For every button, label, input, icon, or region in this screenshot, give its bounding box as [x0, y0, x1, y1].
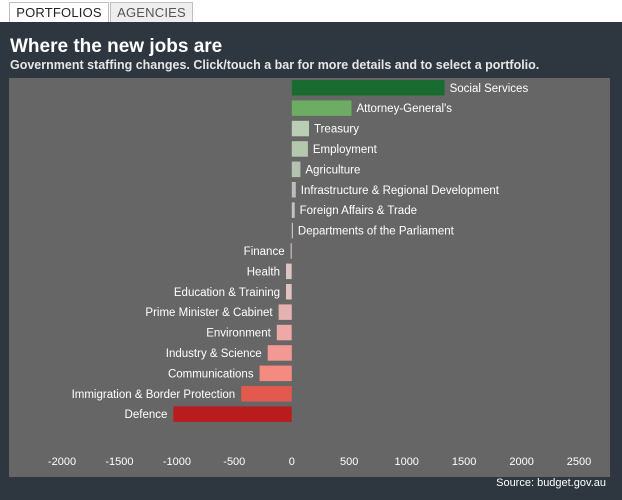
bar-agriculture[interactable]	[291, 161, 301, 178]
x-tick-label: -2000	[48, 456, 76, 468]
bar-label-social-services: Social Services	[450, 83, 529, 95]
x-tick-label: 0	[289, 456, 295, 468]
x-tick-label: 1000	[394, 456, 418, 468]
bar-label-prime-minister-cabinet: Prime Minister & Cabinet	[145, 307, 273, 319]
bar-employment[interactable]	[291, 141, 308, 157]
bar-label-immigration-border-protection: Immigration & Border Protection	[72, 389, 236, 401]
bar-communications[interactable]	[259, 365, 292, 382]
bar-immigration-border-protection[interactable]	[241, 386, 292, 402]
bar-label-employment: Employment	[313, 144, 378, 156]
x-tick-label: 2500	[567, 456, 591, 468]
x-tick-label: -1000	[163, 456, 191, 468]
bar-departments-of-the-parliament[interactable]	[291, 222, 293, 239]
chart-panel: Where the new jobs are Government staffi…	[0, 22, 622, 500]
bar-foreign-affairs-trade[interactable]	[291, 202, 295, 218]
source-note: Source: budget.gov.au	[496, 477, 606, 489]
bar-finance[interactable]	[290, 243, 292, 259]
bar-label-agriculture: Agriculture	[305, 164, 360, 176]
bar-label-education-training: Education & Training	[174, 287, 280, 299]
tab-portfolios[interactable]: PORTFOLIOS	[9, 2, 109, 22]
x-tick-label: -1500	[105, 456, 133, 468]
bar-label-treasury: Treasury	[314, 124, 359, 136]
bar-label-finance: Finance	[244, 246, 285, 258]
bar-infrastructure-regional-development[interactable]	[291, 182, 296, 198]
plot-area: Social Services Attorney-General's Treasur…	[9, 78, 610, 477]
bar-attorney-general-s[interactable]	[291, 100, 352, 116]
x-tick-label: 2000	[509, 456, 533, 468]
bar-prime-minister-cabinet[interactable]	[278, 304, 292, 320]
bar-label-communications: Communications	[168, 368, 254, 380]
bar-label-departments-of-the-parliament: Departments of the Parliament	[298, 226, 455, 238]
bar-defence[interactable]	[173, 406, 292, 422]
bar-label-health: Health	[247, 266, 280, 278]
bar-treasury[interactable]	[291, 120, 309, 137]
bar-label-industry-science: Industry & Science	[166, 348, 262, 360]
bar-label-infrastructure-regional-development: Infrastructure & Regional Development	[301, 185, 500, 197]
tab-agencies[interactable]: AGENCIES	[110, 2, 193, 22]
bar-label-defence: Defence	[125, 409, 168, 421]
x-tick-label: 1500	[452, 456, 476, 468]
bar-label-attorney-general-s: Attorney-General's	[357, 103, 453, 115]
x-tick-label: 500	[340, 456, 358, 468]
bar-label-foreign-affairs-trade: Foreign Affairs & Trade	[300, 205, 417, 217]
bar-health[interactable]	[286, 263, 292, 280]
bar-environment[interactable]	[276, 324, 292, 341]
x-tick-label: -500	[223, 456, 245, 468]
bar-label-environment: Environment	[206, 328, 271, 340]
chart-subtitle: Government staffing changes. Click/touch…	[10, 58, 540, 72]
bar-chart: Social Services Attorney-General's Treasur…	[48, 80, 591, 468]
bar-social-services[interactable]	[291, 80, 445, 96]
bar-industry-science[interactable]	[267, 345, 292, 361]
chart-title: Where the new jobs are	[10, 36, 223, 57]
bar-education-training[interactable]	[286, 284, 292, 300]
tab-bar: PORTFOLIOS AGENCIES	[0, 0, 622, 22]
